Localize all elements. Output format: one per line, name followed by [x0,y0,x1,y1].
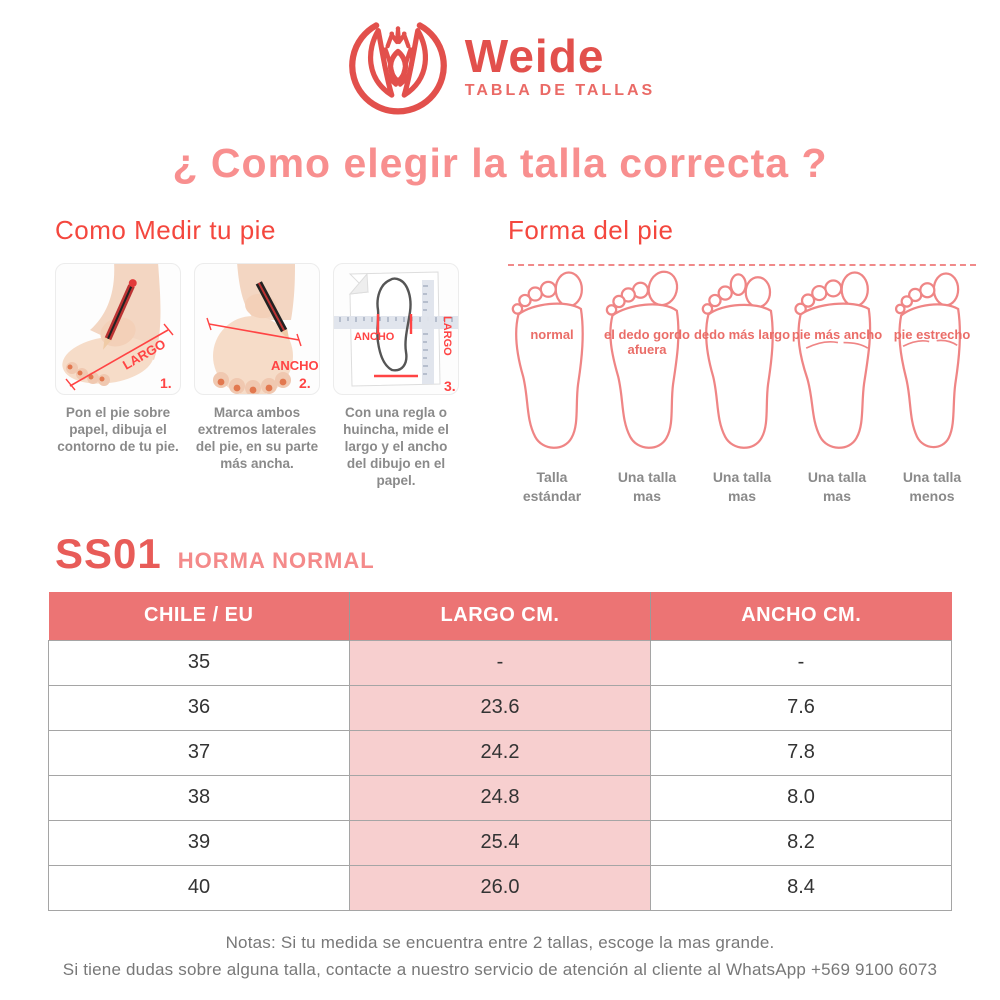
cell-largo: 24.2 [349,729,651,776]
cell-ancho: 7.6 [650,684,952,731]
foot-label: dedo más largo [693,327,791,342]
model-heading: SS01 HORMA NORMAL [0,530,1000,578]
step-3-image: ANCHO LARGO 3. [333,263,459,395]
foot-size-note: Una talla mas [713,468,771,508]
shapes-heading: Forma del pie [508,215,674,245]
foot-outline-icon [511,271,584,449]
brand-tagline: TABLA DE TALLAS [464,82,656,100]
step-1-caption: Pon el pie sobre papel, dibuja el contor… [57,405,179,454]
cell-largo: 25.4 [349,819,651,866]
step-1-illustration-icon: LARGO 1. [62,264,174,391]
foot-size-note: Una talla mas [618,468,676,508]
cell-size: 35 [48,639,350,686]
foot-figure-normal: normal Talla estándar [508,266,596,508]
page-title: ¿ Como elegir la talla correcta ? [172,140,828,186]
model-subtitle: HORMA NORMAL [177,548,375,573]
step-2-number: 2. [299,375,311,391]
table-row: 40 26.0 8.4 [48,864,952,911]
column-header-ancho: ANCHO CM. [650,592,952,640]
foot-figure-long-toe: dedo más largo Una talla mas [694,266,790,508]
column-header-chile-eu: CHILE / EU [48,592,350,640]
foot-size-note: Una talla mas [808,468,866,508]
size-table-header-row: CHILE / EU LARGO CM. ANCHO CM. [48,592,952,640]
brand-header: Weide TABLA DE TALLAS [0,0,1000,118]
foot-outline-icon [794,271,872,449]
column-header-largo: LARGO CM. [349,592,651,640]
brand-logo-icon [348,22,447,115]
table-row: 36 23.6 7.6 [48,684,952,731]
cell-ancho: 7.8 [650,729,952,776]
step-3-annotation-length: LARGO [441,316,453,356]
foot-note-line1: Una talla [617,469,677,485]
foot-outline-icon [605,270,680,449]
cell-largo: 23.6 [349,684,651,731]
foot-size-note: Talla estándar [523,468,581,508]
alignment-dotted-line [508,264,976,266]
note-line-1: Notas: Si tu medida se encuentra entre 2… [225,932,775,952]
foot-note-line2: estándar [522,487,582,504]
cell-size: 40 [48,864,350,911]
foot-note-line1: Talla [536,469,568,485]
measure-section: Como Medir tu pie [55,215,480,508]
foot-outline-icon [894,272,962,449]
cell-largo: 26.0 [349,864,651,911]
foot-note-line1: Una talla [712,469,772,485]
cell-size: 37 [48,729,350,776]
cell-ancho: 8.2 [650,819,952,866]
step-1-image: LARGO 1. [55,263,181,395]
step-2-image: ANCHO 2. [194,263,320,395]
foot-note-line2: mas [727,487,756,504]
cell-ancho: 8.4 [650,864,952,911]
foot-size-note: Una talla menos [903,468,961,508]
measure-heading: Como Medir tu pie [55,215,276,245]
brand-text: Weide TABLA DE TALLAS [465,32,655,100]
footer-notes: Notas: Si tu medida se encuentra entre 2… [0,933,1000,980]
foot-figure-wide: pie más ancho Una talla mas [792,266,882,508]
feet-row: normal Talla estándar el dedo go [508,262,976,508]
table-row: 37 24.2 7.8 [48,729,952,776]
step-3-illustration-icon: ANCHO LARGO 3. [334,271,458,394]
size-table: CHILE / EU LARGO CM. ANCHO CM. 35 - - 36… [48,592,952,911]
content-sections: Como Medir tu pie [0,215,1000,508]
foot-label: pie más ancho [791,327,883,342]
foot-note-line1: Una talla [807,469,867,485]
step-2-annotation: ANCHO [271,358,319,373]
table-row: 39 25.4 8.2 [48,819,952,866]
step-3-number: 3. [444,378,456,394]
cell-size: 39 [48,819,350,866]
foot-note-line2: mas [822,487,851,504]
table-row: 38 24.8 8.0 [48,774,952,821]
foot-note-line1: Una talla [902,469,962,485]
foot-shape-section: Forma del pie normal Talla [508,215,976,508]
foot-label: el dedo gordo afuera [604,327,690,357]
measure-steps: LARGO 1. [55,263,480,395]
step-2-illustration-icon: ANCHO 2. [206,264,319,394]
step-1-number: 1. [160,375,172,391]
foot-note-line2: menos [909,487,955,504]
foot-note-line2: mas [632,487,661,504]
foot-label: pie estrecho [893,327,971,342]
step-3-annotation-width: ANCHO [354,331,395,343]
cell-largo: - [349,639,651,686]
step-3-caption: Con una regla o huincha, mide el largo y… [343,405,449,488]
foot-label: normal [530,327,574,342]
cell-ancho: - [650,639,952,686]
cell-size: 36 [48,684,350,731]
cell-largo: 24.8 [349,774,651,821]
foot-outline-icon [701,273,774,449]
cell-ancho: 8.0 [650,774,952,821]
foot-figure-big-toe-out: el dedo gordo afuera Una talla mas [603,266,691,508]
brand-name: Weide [464,29,605,82]
step-captions: Pon el pie sobre papel, dibuja el contor… [55,405,480,489]
table-row: 35 - - [48,639,952,686]
cell-size: 38 [48,774,350,821]
note-line-2: Si tiene dudas sobre alguna talla, conta… [62,959,938,979]
step-2-caption: Marca ambos extremos laterales del pie, … [195,405,319,471]
model-code: SS01 [55,530,162,577]
foot-figure-narrow: pie estrecho Una talla menos [888,266,976,508]
